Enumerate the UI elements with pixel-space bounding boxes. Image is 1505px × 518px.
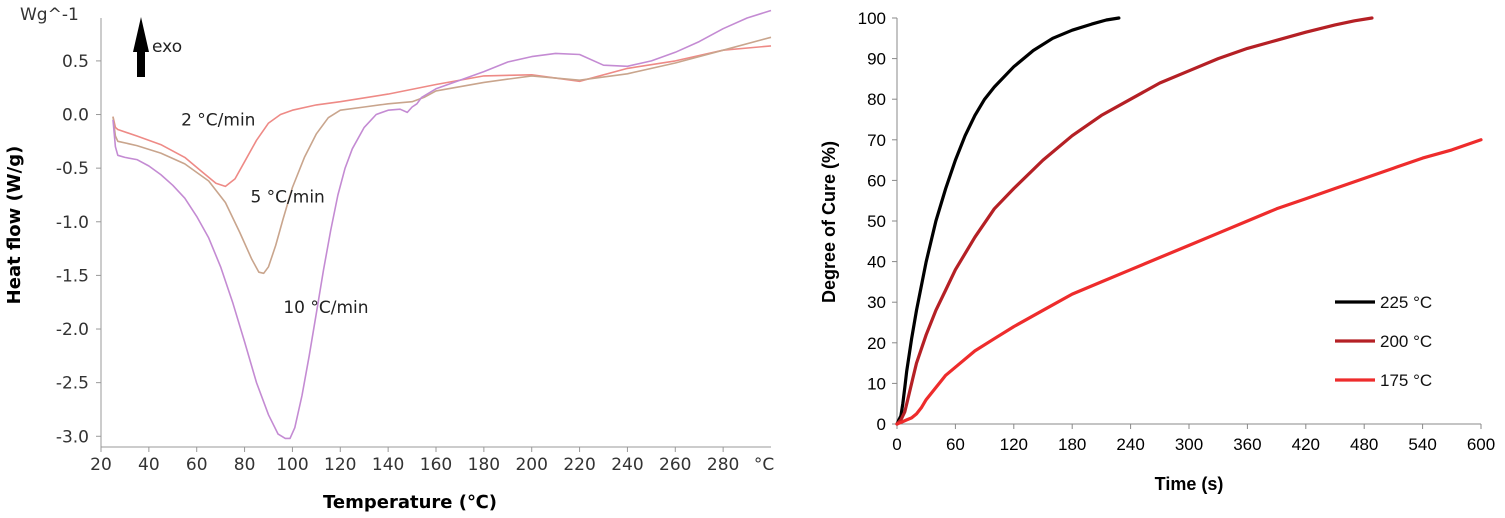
right-y-axis-label: Degree of Cure (%) (819, 141, 839, 303)
right-series-line (895, 16, 1121, 426)
exo-label: exo (152, 37, 182, 57)
right-y-tick-label: 0 (877, 415, 886, 434)
left-y-tick-label: 0.0 (62, 106, 89, 126)
right-y-tick-label: 20 (867, 334, 886, 353)
right-y-tick-label: 80 (867, 90, 886, 109)
left-series-line (112, 9, 772, 440)
left-x-tick-label: 280 (707, 455, 739, 475)
right-series-group (895, 16, 1483, 426)
legend-label: 200 °C (1380, 332, 1432, 351)
left-x-tick-label: 200 (515, 455, 547, 475)
left-x-tick-label: 60 (186, 455, 208, 475)
series-annotation: 5 °C/min (250, 187, 324, 207)
left-x-tick-label: 220 (563, 455, 595, 475)
right-x-tick-label: 600 (1467, 435, 1495, 454)
right-y-tick-label: 100 (858, 9, 886, 28)
left-x-tick-label: 100 (276, 455, 308, 475)
right-x-ticks: 0 60 120 180 240 300 360 420 480 540 600 (892, 424, 1495, 454)
left-y-tick-label: -2.5 (56, 374, 89, 394)
right-y-tick-label: 10 (867, 374, 886, 393)
left-y-tick-label: -1.0 (56, 213, 89, 233)
heat-flow-chart: Wg^-1 0.5 0.0 -0.5 -1.0 -1.5 -2.0 -2.5 -3.0 20 4… (4, 5, 774, 513)
right-y-ticks: 0 10 20 30 40 50 60 70 80 90 100 (858, 9, 897, 434)
left-y-ticks: 0.5 0.0 -0.5 -1.0 -1.5 -2.0 -2.5 -3.0 (56, 52, 101, 447)
left-y-tick-label: 0.5 (62, 52, 89, 72)
left-x-tick-label: 140 (372, 455, 404, 475)
left-x-tick-label: 260 (659, 455, 691, 475)
left-series-group (112, 9, 772, 440)
right-y-tick-label: 60 (867, 171, 886, 190)
right-x-tick-label: 180 (1058, 435, 1086, 454)
right-x-axis-label: Time (s) (1155, 474, 1224, 494)
left-x-tick-label: 20 (90, 455, 112, 475)
left-x-tick-label: 120 (324, 455, 356, 475)
degree-of-cure-chart: 0 10 20 30 40 50 60 70 80 90 100 0 60 120 180 240 300 36… (819, 9, 1495, 494)
right-x-tick-label: 60 (946, 435, 965, 454)
right-y-tick-label: 50 (867, 212, 886, 231)
right-x-tick-label: 120 (1000, 435, 1028, 454)
left-x-tick-label: 240 (611, 455, 643, 475)
left-x-unit-tick: °C (754, 455, 774, 475)
right-x-tick-label: 240 (1116, 435, 1144, 454)
right-x-tick-label: 420 (1292, 435, 1320, 454)
legend-label: 225 °C (1380, 293, 1432, 312)
left-x-ticks: 20 40 60 80 100 120 140 160 180 200 220 240 260 280 (90, 447, 739, 475)
right-x-tick-label: 360 (1233, 435, 1261, 454)
right-y-tick-label: 70 (867, 131, 886, 150)
right-series-line (895, 138, 1483, 426)
left-x-tick-label: 160 (420, 455, 452, 475)
left-x-tick-label: 80 (234, 455, 256, 475)
right-y-tick-label: 30 (867, 293, 886, 312)
right-series-line (895, 16, 1374, 426)
left-y-axis-label: Heat flow (W/g) (4, 146, 25, 305)
right-y-tick-label: 40 (867, 253, 886, 272)
left-series-line (112, 36, 772, 275)
left-annotations: 2 °C/min 5 °C/min 10 °C/min (181, 110, 368, 318)
left-y-tick-label: -0.5 (56, 159, 89, 179)
left-y-tick-label: -2.0 (56, 320, 89, 340)
left-unit-label: Wg^-1 (20, 5, 79, 25)
left-y-tick-label: -1.5 (56, 266, 89, 286)
right-x-tick-label: 300 (1175, 435, 1203, 454)
series-annotation: 2 °C/min (181, 110, 255, 130)
right-y-tick-label: 90 (867, 50, 886, 69)
series-annotation: 10 °C/min (283, 298, 368, 318)
right-x-tick-label: 0 (892, 435, 901, 454)
left-x-tick-label: 40 (138, 455, 160, 475)
right-x-tick-label: 540 (1408, 435, 1436, 454)
legend-label: 175 °C (1380, 371, 1432, 390)
left-y-tick-label: -3.0 (56, 427, 89, 447)
left-x-tick-label: 180 (468, 455, 500, 475)
exo-arrow-icon (133, 17, 149, 77)
right-x-tick-label: 480 (1350, 435, 1378, 454)
left-x-axis-label: Temperature (℃) (323, 492, 497, 513)
right-legend: 225 °C 200 °C 175 °C (1335, 293, 1432, 390)
